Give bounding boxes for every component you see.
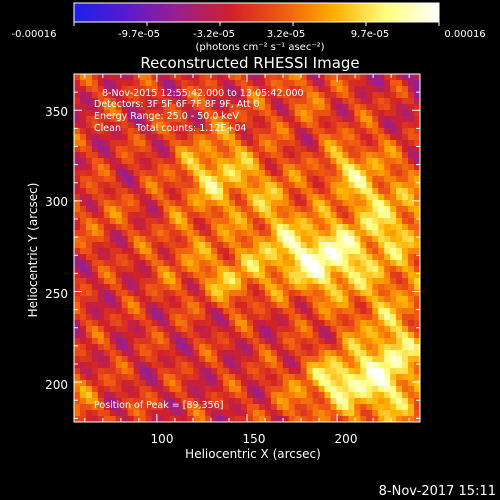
colorbar-tick-0: -0.00016	[12, 29, 57, 40]
colorbar-unit-label: (photons cm⁻² s⁻¹ asec⁻²)	[195, 42, 324, 53]
info-clean-counts: Clean Total counts: 1.12E+04	[94, 123, 246, 134]
x-tick-200: 200	[335, 432, 358, 446]
info-detectors: Detectors: 3F 5F 6F 7F 8F 9F, Att 0	[94, 99, 260, 110]
axis-ticks	[74, 73, 420, 422]
y-axis-label: Heliocentric Y (arcsec)	[26, 183, 40, 318]
y-tick-300: 300	[45, 195, 68, 209]
x-tick-100: 100	[151, 432, 174, 446]
rhessi-image	[74, 74, 420, 422]
colorbar-tick-5: 0.00016	[444, 29, 485, 40]
plot-title: Reconstructed RHESSI Image	[140, 54, 359, 72]
y-tick-350: 350	[45, 105, 68, 119]
info-time-range: 8-Nov-2015 12:55:42.000 to 13:05:42.000	[102, 88, 304, 99]
info-energy-range: Energy Range: 25.0 - 50.0 keV	[94, 111, 239, 122]
colorbar-tick-3: 3.2e-05	[267, 29, 305, 40]
footer-timestamp: 8-Nov-2017 15:11	[379, 484, 496, 499]
colorbar-tick-4: 9.7e-05	[351, 29, 389, 40]
x-axis-label: Heliocentric X (arcsec)	[185, 447, 321, 461]
colorbar-ticks	[73, 22, 440, 26]
y-tick-250: 250	[45, 287, 68, 301]
peak-position: Position of Peak = [89,356]	[94, 400, 223, 411]
colorbar-tick-2: -3.2e-05	[193, 29, 235, 40]
colorbar-tick-1: -9.7e-05	[118, 29, 160, 40]
y-tick-200: 200	[45, 378, 68, 392]
colorbar	[73, 2, 440, 23]
x-tick-150: 150	[243, 432, 266, 446]
